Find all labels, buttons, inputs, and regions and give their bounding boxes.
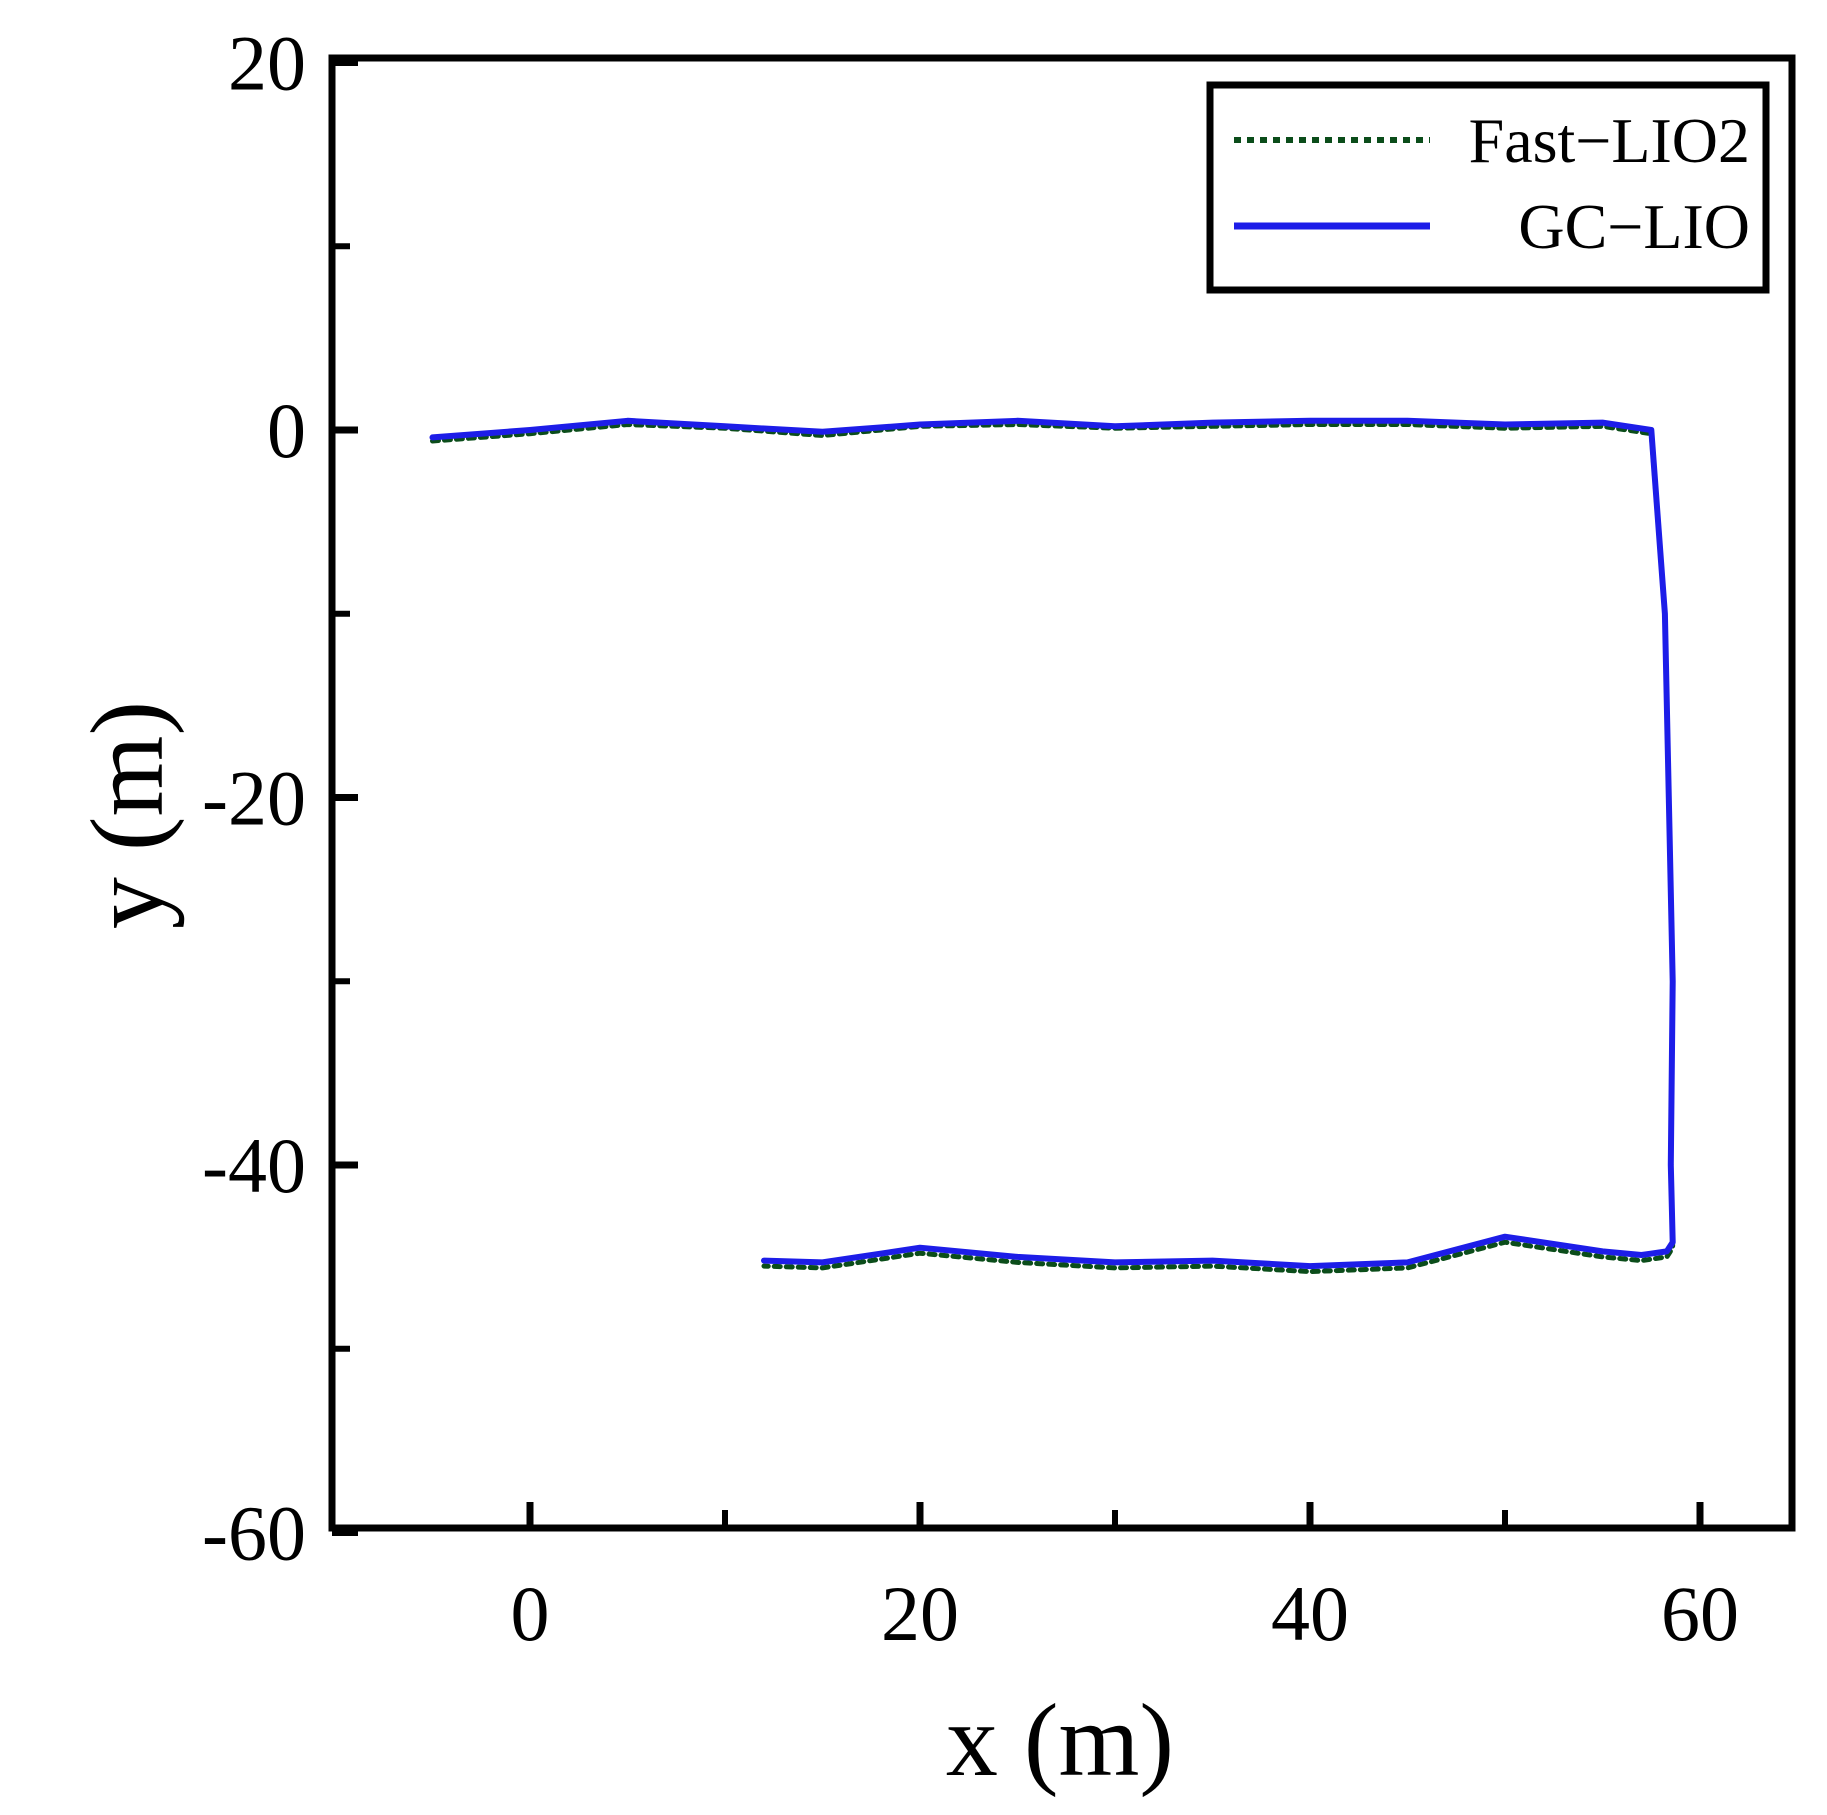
- x-tick-label-1: 20: [881, 1570, 959, 1657]
- y-axis-label: y (m): [70, 701, 185, 929]
- plot-frame: [328, 54, 1796, 1532]
- series-layer: [429, 417, 1676, 1275]
- legend-label-0: Fast−LIO2: [1469, 105, 1750, 176]
- y-tick-label-4: -60: [202, 1490, 306, 1577]
- legend: Fast−LIO2 GC−LIO: [1206, 81, 1770, 294]
- y-tick-label-1: 0: [267, 387, 306, 474]
- y-tick-label-3: -40: [202, 1122, 306, 1209]
- series-line-1: [429, 417, 1676, 1270]
- ticks-layer: 0 20 40 60 20 0 -20 -40 -60: [202, 20, 1739, 1658]
- x-axis-label: x (m): [946, 1683, 1174, 1798]
- legend-box: [1206, 81, 1770, 294]
- y-tick-label-0: 20: [228, 20, 306, 107]
- series-line-0: [430, 422, 1676, 1275]
- x-tick-label-3: 60: [1661, 1570, 1739, 1657]
- legend-label-1: GC−LIO: [1518, 191, 1750, 262]
- x-tick-label-2: 40: [1271, 1570, 1349, 1657]
- y-tick-label-2: -20: [202, 755, 306, 842]
- x-tick-label-0: 0: [511, 1570, 550, 1657]
